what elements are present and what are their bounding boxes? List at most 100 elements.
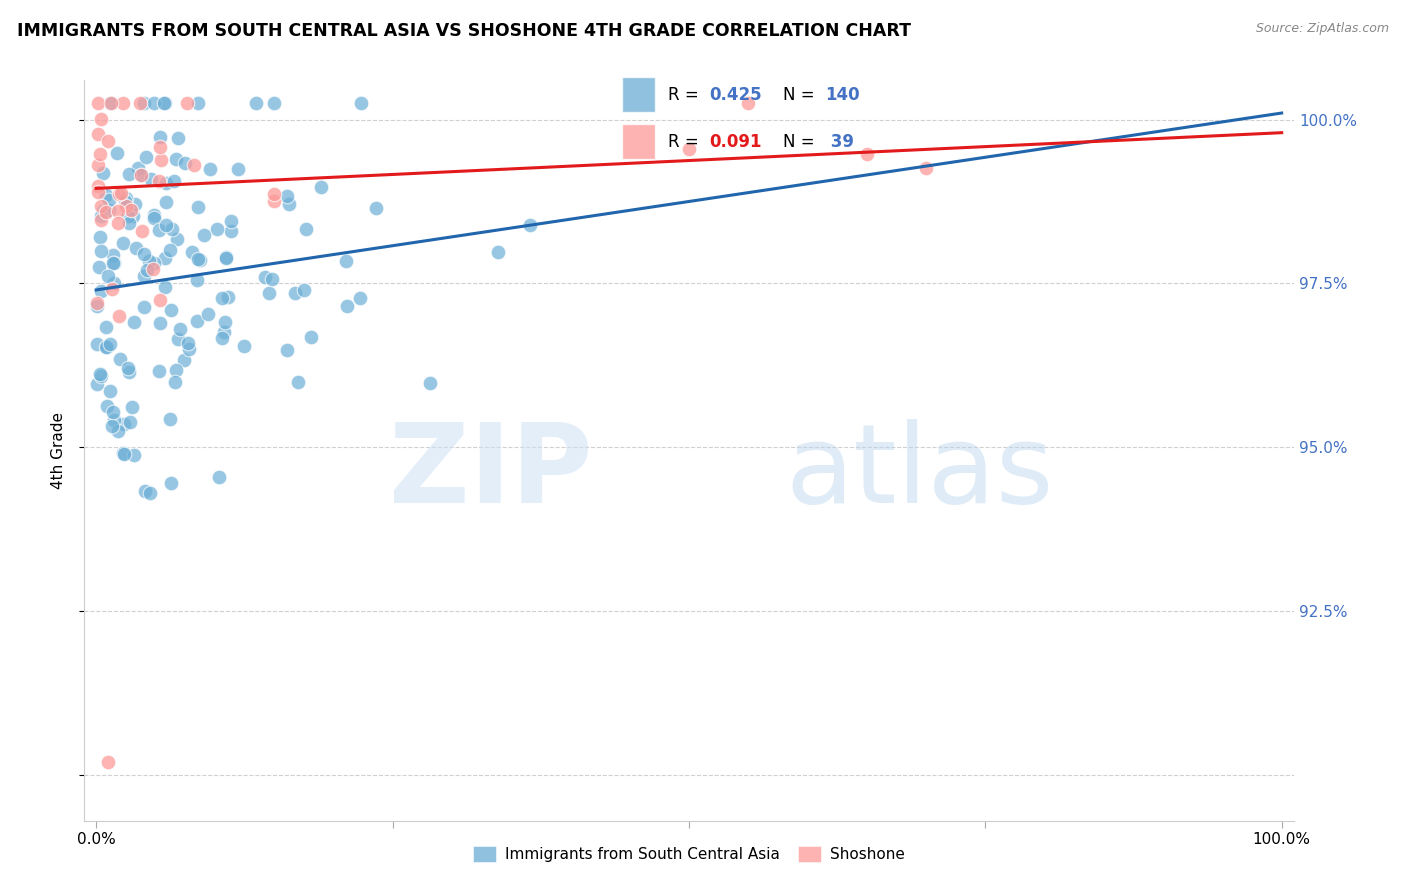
Point: [107, 216, 129, 230]
Point: [166, 131, 188, 145]
Point: [87, 128, 110, 142]
Point: [366, 201, 388, 215]
Point: [97, 755, 120, 769]
Point: [349, 291, 371, 305]
Point: [114, 194, 136, 208]
Point: [131, 224, 153, 238]
Point: [166, 232, 188, 246]
Point: [166, 332, 188, 346]
Point: [86, 296, 108, 310]
Point: [198, 161, 221, 176]
Point: [208, 469, 231, 483]
Point: [132, 268, 155, 283]
Point: [219, 224, 242, 238]
Point: [153, 96, 176, 111]
Point: [205, 221, 228, 235]
Point: [150, 153, 173, 167]
Point: [245, 96, 267, 111]
Point: [148, 174, 170, 188]
Point: [292, 283, 315, 297]
Point: [180, 245, 202, 260]
Point: [737, 96, 759, 111]
Point: [153, 96, 176, 111]
Point: [90, 284, 112, 298]
Point: [309, 180, 332, 194]
Point: [101, 405, 124, 419]
Point: [212, 325, 235, 339]
Point: [214, 315, 236, 329]
Point: [176, 96, 198, 111]
Point: [89, 146, 111, 161]
Point: [160, 222, 183, 236]
Point: [101, 247, 124, 261]
Point: [87, 158, 110, 172]
Point: [89, 229, 111, 244]
Point: [179, 342, 201, 356]
Point: [193, 227, 215, 242]
Point: [103, 276, 125, 290]
Point: [153, 251, 176, 265]
Point: [96, 319, 118, 334]
Point: [117, 365, 139, 379]
Point: [100, 282, 122, 296]
Text: atlas: atlas: [786, 419, 1054, 526]
Point: [336, 299, 359, 313]
Point: [112, 446, 135, 460]
Point: [139, 486, 162, 500]
Point: [143, 211, 166, 226]
Point: [263, 194, 285, 208]
Point: [211, 291, 233, 305]
Point: [132, 300, 155, 314]
Point: [215, 250, 238, 264]
FancyBboxPatch shape: [621, 124, 655, 159]
Point: [98, 384, 121, 399]
Point: [132, 247, 155, 261]
Point: [276, 343, 298, 357]
Point: [90, 244, 112, 258]
Point: [219, 214, 242, 228]
Point: [101, 418, 124, 433]
Point: [284, 285, 307, 300]
Point: [263, 96, 285, 111]
Point: [165, 152, 187, 166]
Point: [86, 377, 108, 392]
Point: [155, 279, 177, 293]
Point: [165, 363, 187, 377]
Point: [215, 252, 238, 266]
Point: [118, 216, 141, 230]
Point: [132, 96, 155, 111]
Text: 0.091: 0.091: [709, 133, 762, 151]
Point: [142, 208, 165, 222]
Point: [232, 339, 254, 353]
Point: [259, 286, 281, 301]
Point: [519, 218, 541, 232]
Point: [276, 188, 298, 202]
Text: 140: 140: [825, 86, 859, 103]
Point: [105, 146, 128, 161]
Point: [121, 401, 143, 415]
Point: [90, 112, 112, 126]
Point: [135, 151, 157, 165]
Point: [108, 309, 131, 323]
Point: [160, 303, 183, 318]
Point: [110, 352, 132, 367]
Point: [127, 161, 149, 175]
Point: [143, 256, 166, 270]
Point: [90, 213, 112, 227]
Point: [277, 197, 299, 211]
Point: [129, 96, 152, 111]
Point: [143, 96, 166, 111]
Point: [299, 330, 322, 344]
Point: [149, 139, 172, 153]
Point: [91, 203, 114, 218]
Point: [129, 168, 152, 182]
Point: [174, 156, 197, 170]
Point: [138, 254, 160, 268]
Point: [117, 210, 139, 224]
Point: [107, 204, 129, 219]
Point: [148, 223, 170, 237]
Point: [155, 218, 177, 232]
Point: [295, 222, 318, 236]
Point: [98, 202, 121, 217]
Point: [103, 412, 125, 426]
